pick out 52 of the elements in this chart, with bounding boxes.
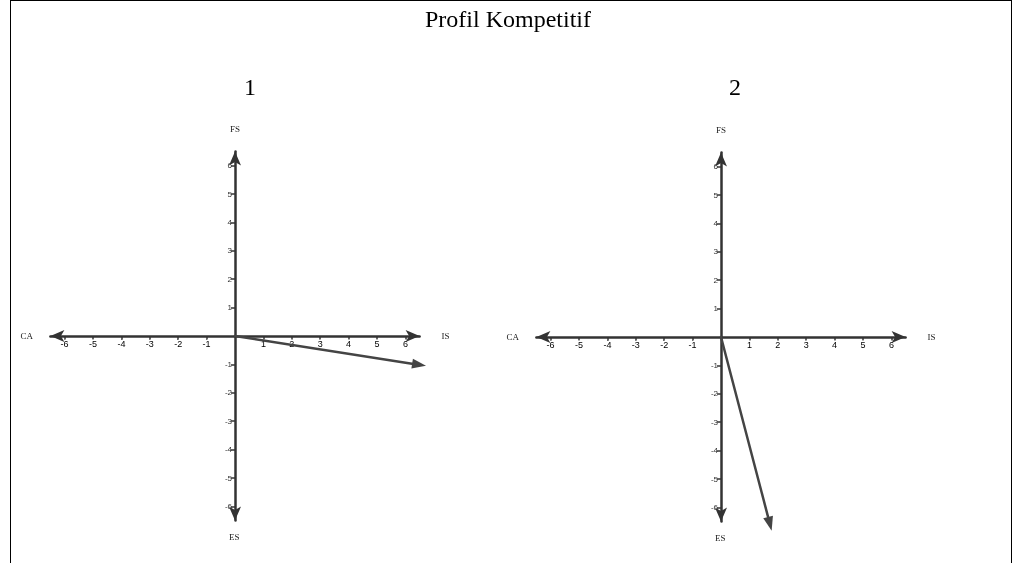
y-tick-label: -5: [224, 473, 233, 483]
x-tick-label: -6: [546, 339, 555, 350]
x-tick-label: -4: [603, 339, 612, 350]
y-tick-label: 4: [227, 217, 233, 227]
x-tick-label: 6: [402, 338, 408, 349]
y-tick-label: 1: [227, 303, 233, 313]
y-tick-label: 2: [227, 274, 233, 284]
y-tick-label: -5: [710, 474, 719, 484]
x-tick-label: 5: [374, 338, 380, 349]
x-tick-label: 3: [803, 339, 809, 350]
y-tick-label: 2: [713, 275, 719, 285]
y-axis-title: FS: [715, 124, 727, 135]
x-tick-label: 1: [260, 338, 266, 349]
x-tick-label: 4: [832, 339, 838, 350]
y-tick-label: -1: [710, 360, 719, 370]
x-tick-label: -1: [202, 338, 211, 349]
x-tick-label: -6: [60, 338, 69, 349]
y-tick-label: -4: [224, 445, 233, 455]
y-tick-label: 3: [713, 247, 719, 257]
x-tick-label: -5: [574, 339, 584, 350]
y-axis-title: FS: [229, 123, 241, 134]
y-tick-label: 1: [713, 304, 719, 314]
x-tick-label: -2: [660, 339, 669, 350]
x-tick-label: -4: [117, 338, 126, 349]
text: Profil Kompetitif: [424, 6, 592, 33]
x-tick-label: 1: [746, 339, 752, 350]
x-tick-label: -3: [631, 339, 640, 350]
y-tick-label: -2: [710, 389, 719, 399]
x-tick-label: -2: [174, 338, 183, 349]
y-tick-label: -2: [224, 388, 233, 398]
y-tick-label: 5: [227, 189, 233, 199]
x-tick-label: -1: [688, 339, 697, 350]
y-tick-label: -1: [224, 359, 233, 369]
x-tick-label: 5: [860, 339, 866, 350]
y-tick-label: -4: [710, 446, 719, 456]
y-tick-label: -3: [710, 417, 719, 427]
x-axis-title: IS: [927, 332, 936, 342]
x-tick-label: 2: [775, 339, 781, 350]
x-tick-label: 4: [346, 338, 352, 349]
x-axis-title: IS: [441, 331, 450, 341]
text: CA: [20, 330, 34, 341]
x-tick-label: 3: [317, 338, 323, 349]
x-tick-label: 6: [888, 339, 894, 350]
x-tick-label: -5: [88, 338, 98, 349]
x-tick-label: -3: [145, 338, 154, 349]
y-tick-label: -3: [224, 416, 233, 426]
text: ES: [229, 532, 240, 543]
text: ES: [715, 533, 726, 544]
y-tick-label: 5: [713, 190, 719, 200]
y-tick-label: 4: [713, 218, 719, 228]
y-tick-label: 3: [227, 246, 233, 256]
text: CA: [506, 331, 520, 342]
